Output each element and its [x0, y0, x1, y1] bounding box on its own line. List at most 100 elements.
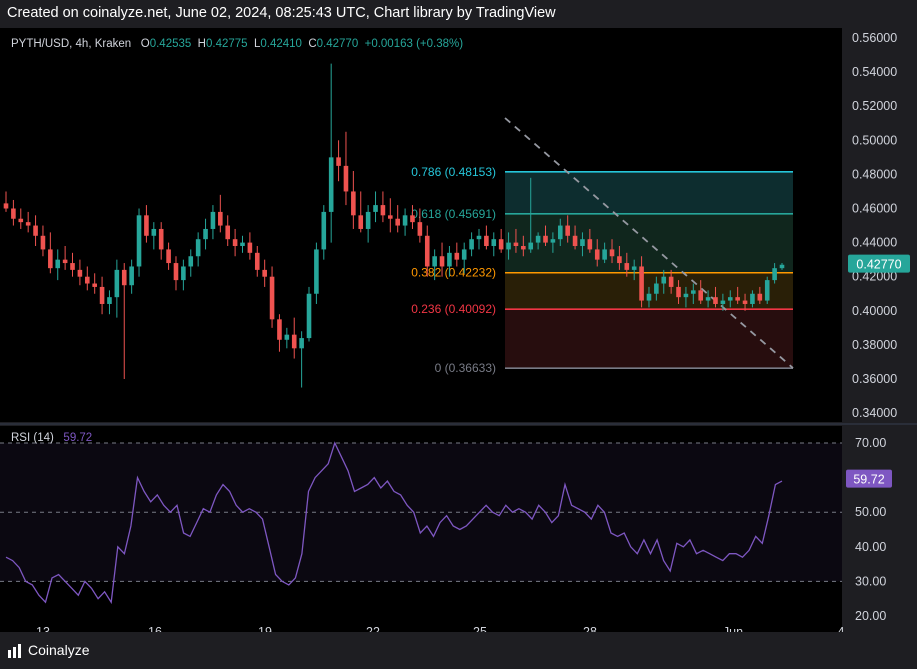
candle-up	[365, 211, 371, 229]
change-value: +0.00163 (+0.38%)	[364, 38, 464, 50]
fib-level-label: 0.236 (0.40092)	[411, 302, 496, 316]
fib-price: 0.36633	[449, 361, 493, 375]
candle-up	[195, 239, 201, 257]
price-tick-label: 0.46000	[852, 202, 897, 216]
rsi-label[interactable]: RSI (14)	[11, 432, 54, 444]
candle-up	[727, 297, 733, 301]
candle-up	[402, 215, 408, 226]
candle-down	[742, 300, 748, 304]
candle-up	[779, 264, 785, 269]
candle-up	[461, 249, 467, 260]
rsi-series-line	[5, 441, 783, 605]
price-tick-label: 0.34000	[852, 406, 897, 420]
candle-down	[424, 235, 430, 267]
candle-down	[395, 218, 400, 226]
high-value: 0.42775	[205, 38, 248, 50]
rsi-tick-label: 50.00	[855, 505, 886, 519]
footer-bar: Coinalyze	[0, 632, 917, 669]
candle-down	[676, 286, 681, 298]
candle-down	[609, 249, 615, 257]
candle-up	[210, 211, 216, 229]
candle-up	[321, 211, 327, 250]
rsi-pane-background	[0, 426, 842, 632]
candle-up	[506, 242, 511, 250]
candle-up	[328, 157, 334, 212]
low-value: 0.42410	[260, 38, 302, 50]
time-tick-label: 4	[838, 625, 845, 632]
price-tick-label: 0.42000	[852, 270, 897, 284]
candle-down	[757, 293, 763, 301]
rsi-tick-label: 70.00	[855, 436, 886, 450]
candle-down	[277, 319, 282, 340]
attribution-text: Created on coinalyze.net, June 02, 2024,…	[7, 5, 556, 21]
last-price-tag	[848, 254, 910, 273]
time-tick-label: 25	[473, 625, 487, 632]
fib-zone	[505, 171, 793, 214]
candle-down	[33, 225, 38, 236]
price-tick-label: 0.44000	[852, 236, 897, 250]
candle-down	[336, 157, 341, 166]
close-value: 0.42770	[316, 38, 359, 50]
brand-name: Coinalyze	[28, 642, 90, 658]
fib-trend-line	[504, 117, 794, 369]
fib-price: 0.48153	[449, 165, 493, 179]
time-tick-label: 13	[36, 625, 50, 632]
price-tick-label: 0.52000	[852, 99, 897, 113]
candle-up	[432, 256, 437, 267]
price-tick-label: 0.48000	[852, 167, 897, 181]
candle-up	[646, 293, 652, 301]
candle-up	[188, 256, 194, 267]
candle-down	[351, 191, 356, 216]
candle-up	[299, 338, 304, 349]
candle-down	[158, 228, 164, 250]
time-tick-label: 19	[258, 625, 272, 632]
candle-up	[557, 225, 563, 240]
candle-down	[410, 215, 415, 223]
rsi-value-tag	[846, 469, 892, 488]
fib-ratio: 0.618 (	[411, 207, 448, 221]
candle-down	[521, 246, 526, 250]
candle-down	[513, 242, 519, 247]
candle-down	[77, 269, 83, 277]
candle-down	[454, 252, 460, 260]
candle-down	[617, 256, 622, 264]
candle-up	[720, 300, 726, 304]
low-label: L	[253, 38, 261, 50]
candle-down	[92, 283, 97, 287]
candle-up	[55, 259, 61, 269]
price-tick-label: 0.56000	[852, 31, 897, 45]
fib-close-paren: )	[492, 361, 496, 375]
candle-up	[683, 293, 689, 298]
candle-down	[84, 276, 90, 284]
candle-down	[587, 239, 593, 250]
candle-down	[572, 235, 578, 247]
fib-ratio: 0.236 (	[411, 302, 448, 316]
candle-down	[121, 269, 127, 286]
candle-up	[129, 266, 134, 286]
candle-down	[735, 297, 740, 301]
rsi-band-fill	[0, 443, 842, 582]
candle-down	[291, 334, 297, 349]
chart-svg[interactable]: 0.56000 0.54000 0.52000 0.50000 0.48000 0.460…	[0, 28, 917, 632]
rsi-legend: RSI (14) 59.72	[11, 432, 92, 444]
candle-down	[70, 263, 75, 270]
candle-down	[668, 276, 674, 287]
candle-up	[661, 276, 667, 284]
candle-down	[232, 239, 238, 247]
fib-level-label: 0.618 (0.45691)	[411, 207, 496, 221]
candle-up	[580, 239, 585, 247]
candle-up	[151, 228, 157, 236]
fib-ratio: 0 (	[435, 361, 449, 375]
candle-up	[314, 249, 319, 294]
candle-down	[166, 249, 171, 264]
candle-up	[476, 235, 482, 240]
candle-down	[11, 208, 16, 219]
price-tick-label: 0.54000	[852, 65, 897, 79]
fib-price: 0.40092	[449, 302, 493, 316]
symbol-label[interactable]: PYTH/USD, 4h, Kraken	[11, 38, 132, 50]
candle-down	[639, 266, 644, 301]
rsi-tick-label: 20.00	[855, 609, 886, 623]
candle-down	[247, 242, 253, 253]
candle-up	[107, 297, 112, 304]
candle-up	[528, 242, 534, 250]
